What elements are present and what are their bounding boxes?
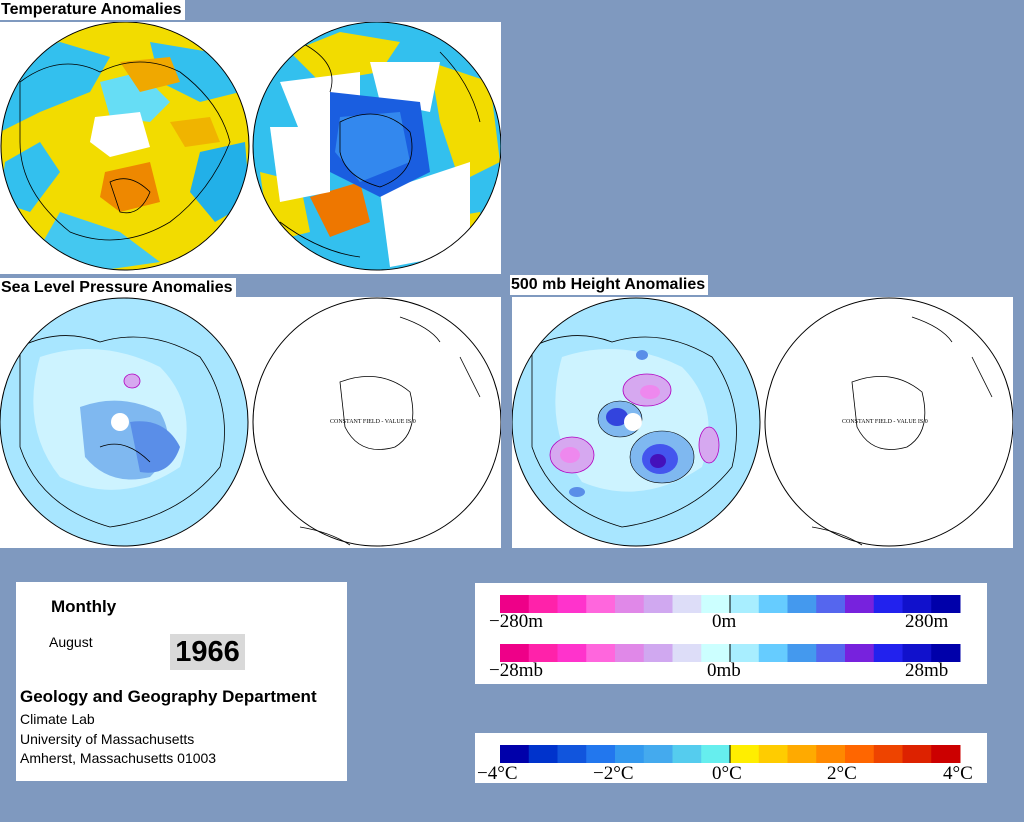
height-pressure-scale-panel: −280m 0m 280m −28mb 0mb 28mb (475, 583, 987, 684)
height-scale-swatch (758, 595, 788, 613)
temperature-scale-swatch (557, 745, 587, 763)
pressure-scale-swatch (557, 644, 587, 662)
height-scale-label-min: −280m (489, 611, 543, 632)
slp-anomalies-title: Sea Level Pressure Anomalies (0, 278, 236, 298)
info-panel: Monthly August 1966 Geology and Geograph… (16, 582, 347, 781)
pressure-scale-label-max: 28mb (905, 660, 948, 681)
height500-anomalies-title: 500 mb Height Anomalies (510, 275, 709, 295)
height500-constant-field-label: CONSTANT FIELD - VALUE IS 0 (842, 419, 928, 425)
pressure-scale-swatch (672, 644, 702, 662)
pressure-scale-swatch (845, 644, 875, 662)
pressure-scale-swatch (615, 644, 645, 662)
height500-north-map (512, 298, 760, 546)
pressure-scale-label-min: −28mb (489, 660, 543, 681)
temperature-anomalies-title: Temperature Anomalies (0, 0, 185, 20)
height500-south-map: CONSTANT FIELD - VALUE IS 0 (764, 297, 1013, 547)
height-scale-swatch (701, 595, 731, 613)
height-scale-swatch (845, 595, 875, 613)
pressure-scale-swatch (643, 644, 673, 662)
temperature-scale-swatch (500, 745, 530, 763)
height-scale-label-mid: 0m (712, 611, 737, 632)
height-scale-swatch (873, 595, 903, 613)
period-label: Monthly (51, 597, 117, 616)
temperature-scale-swatch (931, 745, 961, 763)
height-scale-swatch (643, 595, 673, 613)
temperature-scale-label-neg2: −2°C (593, 763, 634, 783)
pressure-scale-label-mid: 0mb (707, 660, 741, 681)
pressure-color-bar (500, 644, 961, 662)
temperature-color-bar (500, 745, 961, 763)
height500-maps-svg: CONSTANT FIELD - VALUE IS 0 (512, 297, 1013, 547)
height-scale-swatch (931, 595, 961, 613)
temperature-scale-panel: −4°C −2°C 0°C 2°C 4°C (475, 733, 987, 783)
slp-constant-field-label: CONSTANT FIELD - VALUE IS 0 (330, 419, 416, 425)
pressure-scale-swatch (500, 644, 530, 662)
temperature-scale-swatch (873, 745, 903, 763)
height-scale-swatch (586, 595, 616, 613)
height-scale-swatch (500, 595, 530, 613)
pressure-scale-swatch (787, 644, 817, 662)
temperature-scale-swatch (528, 745, 558, 763)
pressure-scale-swatch (873, 644, 903, 662)
temperature-scale-swatch (586, 745, 616, 763)
height-scale-swatch (816, 595, 846, 613)
slp-maps-svg: CONSTANT FIELD - VALUE IS 0 (0, 297, 501, 547)
height-scale-swatch (730, 595, 760, 613)
month-label: August (49, 634, 93, 650)
address-label: Amherst, Massachusetts 01003 (20, 750, 217, 766)
temperature-north-map (1, 22, 249, 270)
university-label: University of Massachusetts (20, 731, 195, 747)
temperature-scale-swatch (701, 745, 731, 763)
pressure-scale-swatch (902, 644, 932, 662)
temperature-scale-label-neg4: −4°C (477, 763, 518, 783)
temperature-scale-svg: −4°C −2°C 0°C 2°C 4°C (477, 745, 973, 783)
slp-north-map (0, 298, 248, 546)
temperature-scale-swatch (643, 745, 673, 763)
department-label: Geology and Geography Department (20, 687, 317, 706)
pressure-scale-swatch (931, 644, 961, 662)
temperature-scale-label-2: 2°C (827, 763, 857, 783)
height-scale-swatch (528, 595, 558, 613)
height500-maps-panel: CONSTANT FIELD - VALUE IS 0 (512, 297, 1013, 548)
height-pressure-scale-svg: −280m 0m 280m −28mb 0mb 28mb (489, 595, 961, 681)
pressure-scale-swatch (586, 644, 616, 662)
temperature-scale-swatch (902, 745, 932, 763)
temperature-scale-swatch (730, 745, 760, 763)
height-scale-swatch (787, 595, 817, 613)
year-label: 1966 (170, 634, 245, 670)
temperature-scale-swatch (787, 745, 817, 763)
pressure-scale-swatch (528, 644, 558, 662)
slp-south-map: CONSTANT FIELD - VALUE IS 0 (252, 297, 501, 547)
pressure-scale-swatch (730, 644, 760, 662)
height-scale-swatch (615, 595, 645, 613)
temperature-scale-label-4: 4°C (943, 763, 973, 783)
temperature-scale-swatch (816, 745, 846, 763)
temperature-scale-swatch (845, 745, 875, 763)
height-scale-label-max: 280m (905, 611, 949, 632)
temperature-scale-label-0: 0°C (712, 763, 742, 783)
height-scale-swatch (902, 595, 932, 613)
temperature-scale-swatch (672, 745, 702, 763)
pressure-scale-swatch (816, 644, 846, 662)
pressure-scale-swatch (701, 644, 731, 662)
height-color-bar (500, 595, 961, 613)
slp-maps-panel: CONSTANT FIELD - VALUE IS 0 (0, 297, 501, 548)
temperature-scale-swatch (758, 745, 788, 763)
temperature-maps-svg (0, 22, 501, 271)
height-scale-swatch (672, 595, 702, 613)
height-scale-swatch (557, 595, 587, 613)
temperature-scale-swatch (615, 745, 645, 763)
pressure-scale-swatch (758, 644, 788, 662)
temperature-maps-panel (0, 22, 501, 274)
lab-label: Climate Lab (20, 711, 95, 727)
temperature-south-map (253, 22, 501, 270)
